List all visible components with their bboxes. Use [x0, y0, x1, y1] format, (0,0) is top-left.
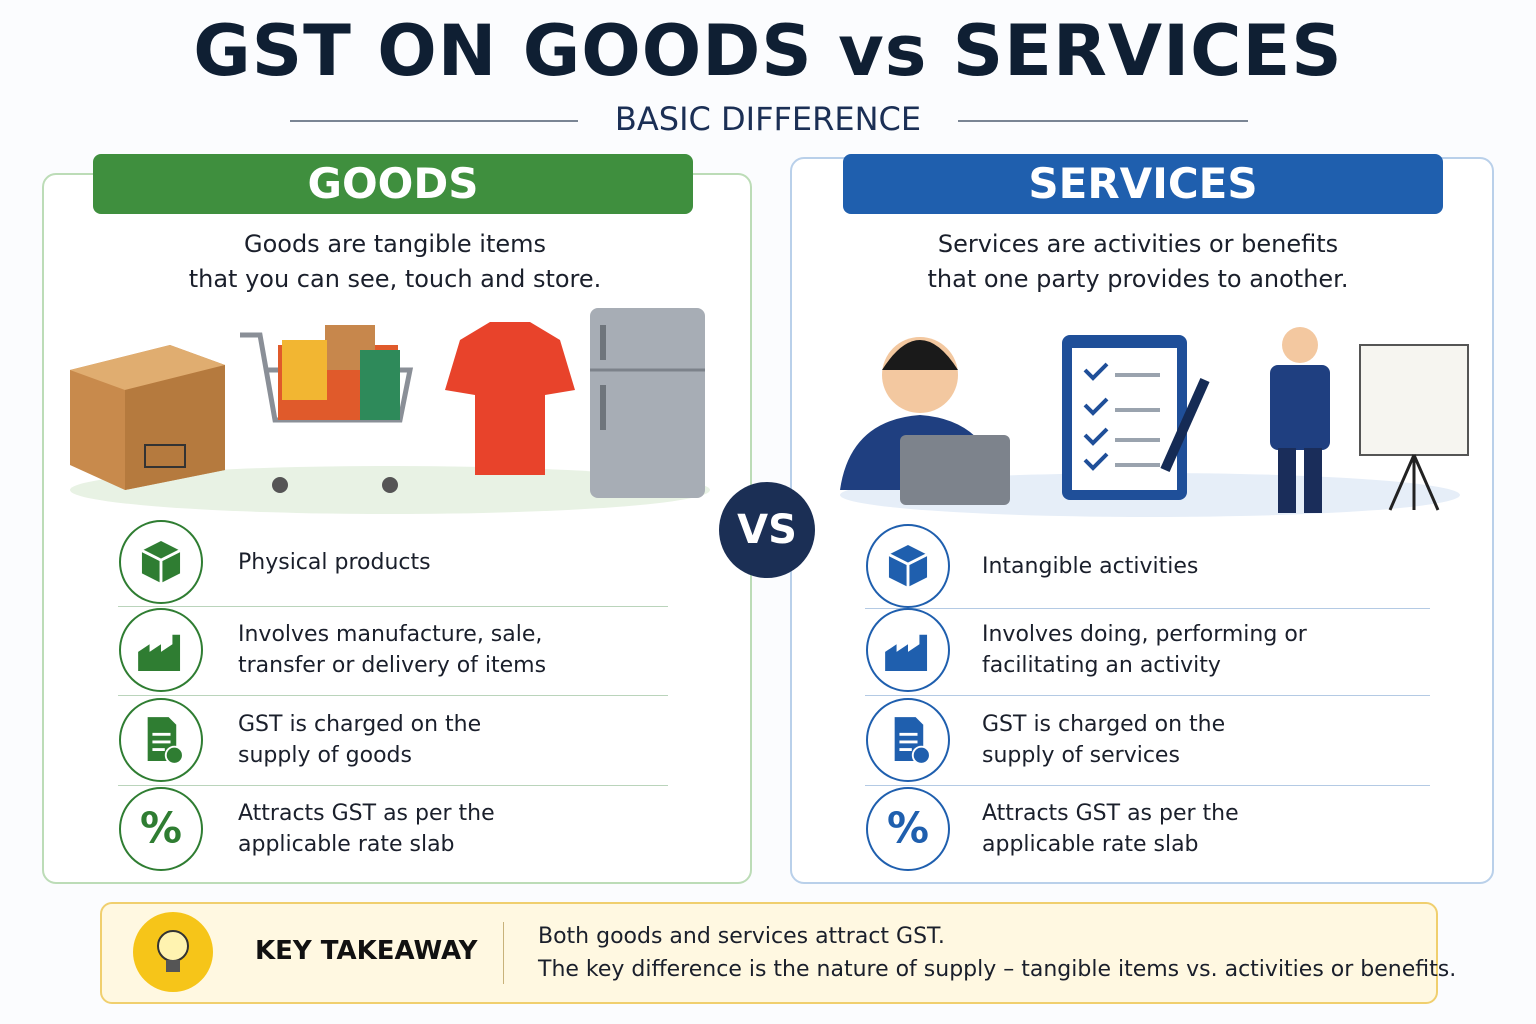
goods-description: Goods are tangible items that you can see… — [75, 227, 715, 297]
item-line: transfer or delivery of items — [238, 653, 547, 678]
description-line: Goods are tangible items — [243, 230, 547, 258]
item-line: supply of goods — [238, 743, 412, 768]
separator — [865, 608, 1430, 609]
item-icon: % — [119, 787, 203, 871]
item-text: GST is charged on the supply of goods — [238, 709, 481, 771]
item-text: Involves doing, performing or facilitatin… — [982, 619, 1307, 681]
item-text: Attracts GST as per the applicable rate s… — [238, 798, 495, 860]
vs-badge: VS — [719, 482, 815, 578]
item-icon — [866, 524, 950, 608]
item-text: Involves manufacture, sale, transfer or d… — [238, 619, 546, 681]
icon-glyph: % — [887, 803, 929, 852]
description-line: Services are activities or benefits — [937, 230, 1339, 258]
separator — [865, 784, 1430, 786]
services-illustration — [840, 327, 1469, 517]
icon-glyph — [888, 545, 928, 587]
item-text: GST is charged on the supply of services — [982, 709, 1225, 771]
takeaway-line: The key difference is the nature of supp… — [538, 957, 1457, 982]
services-heading: SERVICES — [843, 154, 1443, 214]
item-line: Attracts GST as per the — [982, 801, 1239, 826]
item-icon: % — [866, 787, 950, 871]
item-line: GST is charged on the — [982, 712, 1226, 737]
item-line: applicable rate slab — [982, 832, 1199, 857]
item-line: supply of services — [982, 743, 1180, 768]
svg-text:%: % — [140, 803, 182, 852]
item-line: Involves manufacture, sale, — [238, 622, 543, 647]
separator — [865, 695, 1430, 696]
item-line: facilitating an activity — [982, 653, 1221, 678]
icon-glyph — [894, 717, 931, 765]
item-line: Intangible activities — [982, 553, 1199, 579]
item-icon — [119, 520, 203, 604]
description-line: that one party provides to another. — [927, 265, 1349, 293]
item-line: GST is charged on the — [238, 712, 482, 737]
item-icon — [119, 698, 203, 782]
item-text: Physical products — [238, 547, 431, 578]
bulb-icon — [133, 912, 213, 992]
icon-glyph — [138, 634, 181, 671]
rule — [958, 120, 1248, 122]
separator — [118, 784, 668, 786]
item-icon — [866, 608, 950, 692]
icon-glyph — [141, 541, 181, 583]
item-text: Attracts GST as per the applicable rate s… — [982, 798, 1239, 860]
takeaway-line: Both goods and services attract GST. — [538, 924, 945, 949]
icon-glyph — [147, 717, 184, 765]
rule — [290, 120, 578, 122]
item-line: Physical products — [238, 549, 431, 575]
takeaway-box — [100, 902, 1438, 1004]
separator — [118, 695, 668, 696]
item-text: Intangible activities — [982, 551, 1198, 582]
svg-text:%: % — [887, 803, 929, 852]
goods-illustration — [70, 308, 710, 514]
takeaway-text: Both goods and services attract GST. The … — [538, 920, 1456, 986]
divider — [503, 922, 504, 984]
subtitle: BASIC DIFFERENCE — [614, 100, 922, 138]
icon-glyph — [885, 634, 928, 671]
item-line: Attracts GST as per the — [238, 801, 495, 826]
separator — [118, 606, 668, 607]
item-icon — [119, 608, 203, 692]
takeaway-label: KEY TAKEAWAY — [255, 936, 478, 966]
title: GST ON GOODS vs SERVICES — [193, 10, 1343, 92]
icon-glyph: % — [140, 803, 182, 852]
goods-heading: GOODS — [93, 154, 693, 214]
services-description: Services are activities or benefits that … — [818, 227, 1458, 297]
item-line: applicable rate slab — [238, 832, 455, 857]
item-icon — [866, 698, 950, 782]
description-line: that you can see, touch and store. — [188, 265, 602, 293]
item-line: Involves doing, performing or — [982, 622, 1307, 647]
